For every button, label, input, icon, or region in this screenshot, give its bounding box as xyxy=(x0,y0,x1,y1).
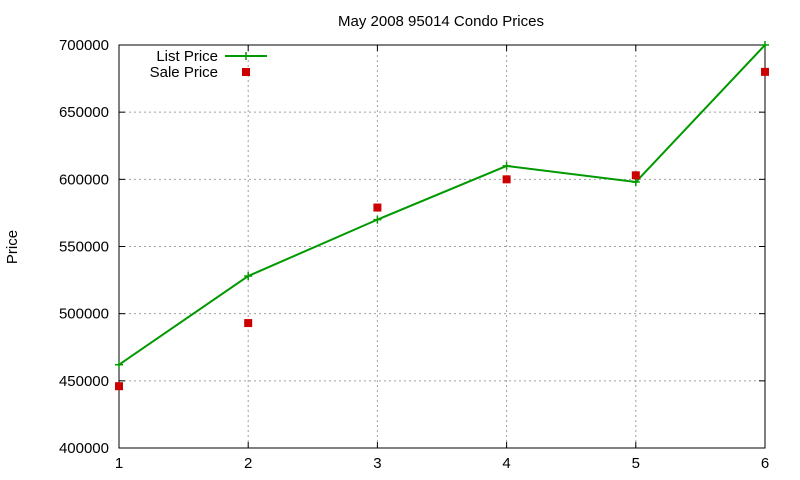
legend-label-sale-price: Sale Price xyxy=(150,64,218,81)
legend-label-list-price: List Price xyxy=(156,48,218,65)
list-price-point xyxy=(373,215,382,224)
sale-price-point xyxy=(631,171,640,180)
sale-price-point xyxy=(244,319,253,328)
gridlines xyxy=(119,45,765,448)
y-tick-label: 550000 xyxy=(59,239,109,256)
x-tick-label: 3 xyxy=(373,455,381,472)
sale-price-point xyxy=(115,382,123,391)
list-price-point xyxy=(761,41,769,49)
x-tick-label: 4 xyxy=(502,455,510,472)
legend-marker-list-price xyxy=(242,52,250,60)
sale-price-point xyxy=(761,67,769,76)
sale-price-point xyxy=(373,203,382,212)
sale-price-point xyxy=(502,175,511,184)
y-axis-label: Price xyxy=(4,230,21,264)
plot-area xyxy=(115,41,769,391)
list-price-point xyxy=(115,360,123,369)
x-tick-label: 2 xyxy=(244,455,252,472)
chart-title: May 2008 95014 Condo Prices xyxy=(338,13,544,30)
y-tick-label: 450000 xyxy=(59,373,109,390)
list-price-point xyxy=(244,272,253,281)
list-price-point xyxy=(631,178,640,187)
list-price-point xyxy=(502,161,511,170)
x-tick-label: 5 xyxy=(632,455,640,472)
axes: 1 2 3 4 5 6 400000 450000 500000 550000 600000 6500… xyxy=(59,37,769,472)
y-tick-label: 500000 xyxy=(59,306,109,323)
legend-marker-sale-price xyxy=(242,68,250,76)
y-tick-label: 650000 xyxy=(59,104,109,121)
plot-frame xyxy=(118,44,766,449)
list-price-line xyxy=(118,44,766,366)
y-tick-label: 700000 xyxy=(59,37,109,54)
x-tick-label: 6 xyxy=(761,455,769,472)
x-tick-label: 1 xyxy=(115,455,123,472)
y-tick-label: 600000 xyxy=(59,171,109,188)
y-tick-label: 400000 xyxy=(59,440,109,457)
